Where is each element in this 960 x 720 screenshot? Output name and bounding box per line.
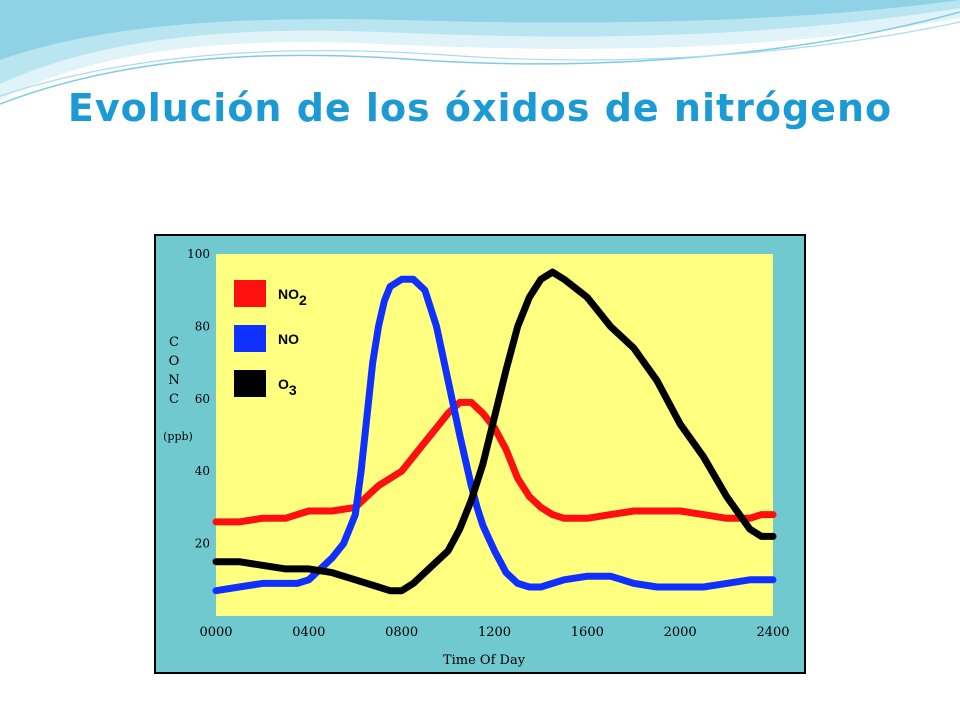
x-tick-label: 0400	[292, 625, 325, 640]
x-axis-ticks: 0000 0400 0800 1200 1600 2000 2400	[199, 625, 789, 640]
series-line-0	[212, 398, 777, 526]
y-tick-label: 40	[195, 464, 210, 478]
x-tick-label: 0800	[385, 625, 418, 640]
y-tick-label: 100	[187, 247, 210, 261]
y-axis-label-letter: C	[169, 335, 179, 350]
slide-title: Evolución de los óxidos de nitrógeno	[67, 86, 893, 130]
series-line-2	[212, 268, 777, 595]
x-tick-label: 1200	[478, 625, 511, 640]
y-axis-label-letter: O	[169, 354, 180, 369]
x-tick-label: 2400	[756, 625, 789, 640]
wave-band-front	[0, 0, 960, 60]
y-axis-ticks: 20 40 60 80 100	[187, 247, 210, 551]
wave-line-1	[0, 11, 960, 105]
y-axis-label-letter: C	[169, 392, 179, 407]
x-tick-label: 2000	[664, 625, 697, 640]
wave-band-mid	[0, 0, 960, 84]
x-axis-label: Time Of Day	[443, 653, 526, 668]
legend-swatch-1	[234, 325, 266, 352]
x-tick-label: 1600	[571, 625, 604, 640]
y-tick-label: 80	[195, 319, 210, 333]
series-lines	[212, 268, 777, 595]
y-axis-label-unit: (ppb)	[163, 430, 193, 443]
legend-swatch-0	[234, 280, 266, 307]
decorative-waves	[0, 0, 960, 105]
wave-line-2	[0, 21, 960, 97]
legend-swatch-2	[234, 370, 266, 397]
y-tick-label: 60	[195, 392, 210, 406]
legend-label-1: NO	[278, 331, 299, 347]
y-axis-label-letter: N	[168, 373, 179, 388]
y-tick-label: 20	[195, 537, 210, 551]
series-line-1	[212, 275, 777, 595]
x-tick-label: 0000	[199, 625, 232, 640]
